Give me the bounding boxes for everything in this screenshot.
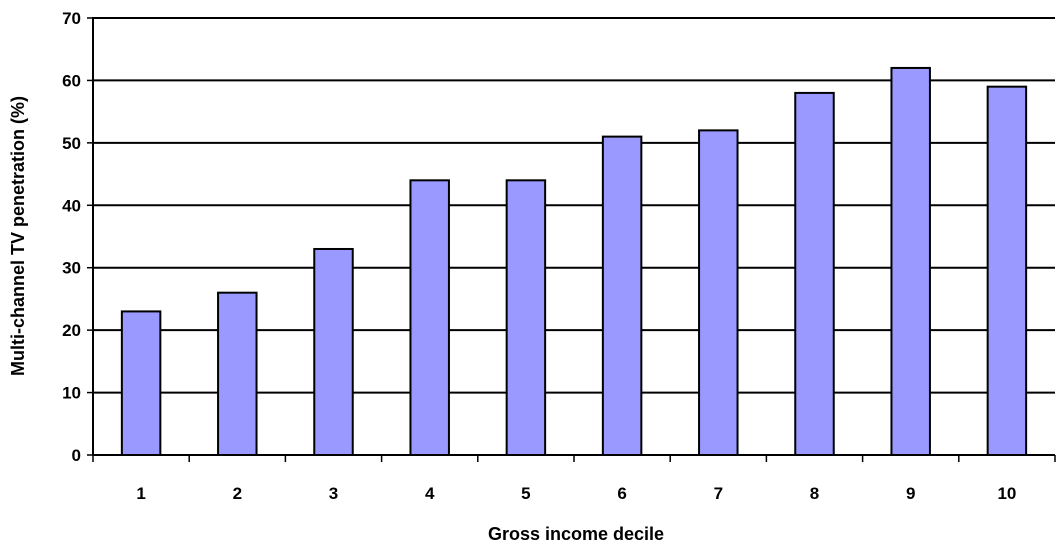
bar-decile-10	[986, 85, 1028, 457]
bar-decile-9	[890, 66, 931, 456]
y-tick-label: 0	[72, 446, 81, 465]
x-tick-label: 8	[810, 484, 819, 503]
bar-decile-2	[217, 291, 258, 456]
x-tick-labels: 1 2 3 4 5 6 7 8 9 10	[136, 484, 1016, 503]
bar-decile-7	[698, 129, 739, 456]
bar-decile-8	[794, 91, 835, 457]
x-tick-label: 3	[329, 484, 338, 503]
axes	[87, 17, 1056, 462]
y-tick-label: 20	[62, 321, 81, 340]
y-tick-label: 30	[62, 259, 81, 278]
bar-decile-6	[601, 135, 643, 456]
bars	[120, 66, 1028, 457]
bar-decile-3	[313, 247, 354, 456]
bar-decile-5	[505, 179, 547, 456]
x-tick-label: 6	[617, 484, 626, 503]
x-tick-label: 9	[906, 484, 915, 503]
x-tick-label: 5	[521, 484, 530, 503]
x-tick-label: 4	[425, 484, 435, 503]
y-tick-label: 60	[62, 71, 81, 90]
y-tick-label: 50	[62, 134, 81, 153]
y-tick-label: 40	[62, 196, 81, 215]
bar-decile-1	[120, 310, 162, 456]
y-tick-labels: 0 10 20 30 40 50 60 70	[62, 9, 81, 465]
y-tick-label: 10	[62, 384, 81, 403]
x-tick-label: 1	[136, 484, 145, 503]
x-axis-title: Gross income decile	[488, 524, 664, 544]
x-tick-label: 10	[997, 484, 1016, 503]
x-tick-label: 7	[714, 484, 723, 503]
bar-decile-4	[409, 179, 450, 456]
x-tick-label: 2	[233, 484, 242, 503]
y-tick-label: 70	[62, 9, 81, 28]
y-axis-title: Multi-channel TV penetration (%)	[8, 96, 28, 376]
